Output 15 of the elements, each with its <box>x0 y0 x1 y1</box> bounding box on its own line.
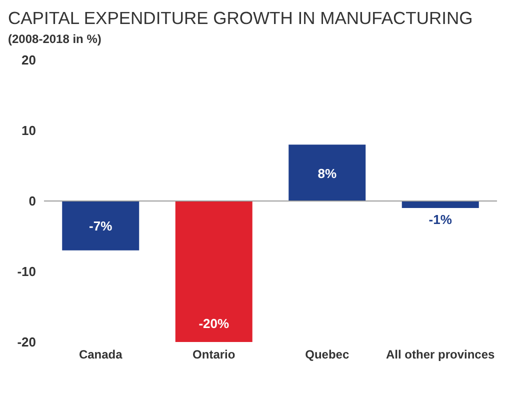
chart-title: CAPITAL EXPENDITURE GROWTH IN MANUFACTURING <box>8 8 474 29</box>
data-label: -20% <box>198 316 230 331</box>
data-label: -1% <box>428 212 452 228</box>
y-tick-label: 0 <box>28 194 36 209</box>
data-label: 8% <box>318 166 337 181</box>
y-tick-label: -10 <box>17 264 36 280</box>
x-tick-label: Canada <box>78 348 123 362</box>
y-tick-label: 20 <box>22 52 36 68</box>
data-label: -7% <box>89 218 113 234</box>
x-tick-label: All other provinces <box>386 348 496 362</box>
y-tick-label: -20 <box>17 334 36 350</box>
x-tick-label: Quebec <box>305 348 350 362</box>
y-tick-label: 10 <box>22 123 36 138</box>
x-tick-label: Ontario <box>192 348 236 362</box>
chart-subtitle: (2008-2018 in %) <box>8 32 102 46</box>
